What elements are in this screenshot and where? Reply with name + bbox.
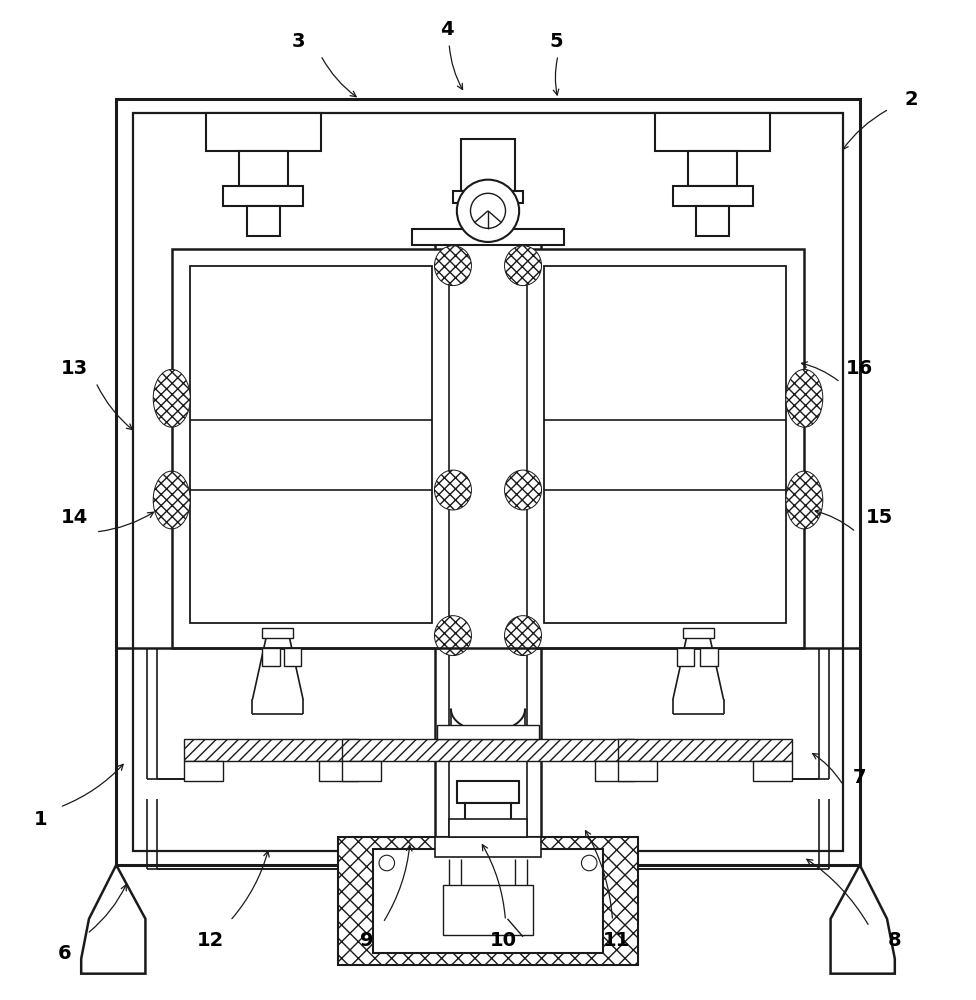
Text: 12: 12 — [197, 931, 224, 950]
Circle shape — [457, 180, 519, 242]
Bar — [224, 186, 304, 206]
Bar — [190, 266, 431, 623]
Polygon shape — [81, 865, 145, 974]
Ellipse shape — [434, 246, 471, 286]
Circle shape — [379, 855, 394, 871]
Text: 5: 5 — [549, 32, 563, 51]
Bar — [338, 837, 638, 965]
Text: 6: 6 — [58, 944, 71, 963]
Text: 14: 14 — [61, 508, 88, 527]
Ellipse shape — [434, 470, 471, 510]
Bar — [435, 236, 541, 859]
Bar — [457, 781, 519, 803]
Polygon shape — [831, 865, 895, 974]
Bar — [342, 739, 634, 761]
Text: 13: 13 — [61, 359, 88, 378]
Bar — [656, 113, 770, 151]
Bar — [373, 849, 603, 953]
Bar — [752, 761, 792, 781]
Text: 11: 11 — [603, 931, 630, 950]
Text: 7: 7 — [853, 768, 867, 787]
Circle shape — [582, 855, 597, 871]
Bar — [184, 739, 357, 761]
Bar — [688, 151, 737, 186]
Ellipse shape — [153, 471, 190, 529]
Bar — [468, 821, 508, 837]
Bar — [247, 206, 280, 236]
Text: 3: 3 — [292, 32, 305, 51]
Bar — [465, 803, 511, 821]
Circle shape — [470, 193, 506, 228]
Bar — [133, 113, 843, 851]
Text: 2: 2 — [905, 90, 918, 109]
Text: 9: 9 — [359, 931, 373, 950]
Ellipse shape — [153, 369, 190, 427]
Bar — [700, 648, 717, 666]
Bar — [545, 266, 786, 623]
Bar — [116, 99, 860, 865]
Bar — [672, 186, 752, 206]
Bar — [461, 139, 515, 191]
Bar — [263, 628, 294, 638]
Bar — [696, 206, 729, 236]
Ellipse shape — [786, 471, 823, 529]
Bar — [619, 761, 658, 781]
Bar — [172, 249, 804, 648]
Bar — [443, 885, 533, 935]
Bar — [449, 243, 527, 853]
Bar — [342, 761, 381, 781]
Bar — [682, 628, 713, 638]
Bar — [453, 191, 523, 203]
Text: 8: 8 — [888, 931, 902, 950]
Bar — [449, 819, 527, 837]
Text: 15: 15 — [866, 508, 893, 527]
Bar — [263, 648, 280, 666]
Ellipse shape — [505, 616, 542, 656]
Ellipse shape — [434, 616, 471, 656]
Text: 4: 4 — [440, 20, 454, 39]
Text: 1: 1 — [33, 810, 47, 829]
Bar — [619, 739, 792, 761]
Bar — [184, 761, 224, 781]
Text: 10: 10 — [490, 931, 517, 950]
Ellipse shape — [505, 246, 542, 286]
Text: 16: 16 — [846, 359, 874, 378]
Ellipse shape — [786, 369, 823, 427]
Bar — [435, 837, 541, 857]
Bar — [239, 151, 288, 186]
Bar — [318, 761, 357, 781]
Bar — [284, 648, 302, 666]
Bar — [206, 113, 320, 151]
Bar — [437, 725, 539, 739]
Ellipse shape — [505, 470, 542, 510]
Bar — [412, 229, 564, 245]
Bar — [595, 761, 634, 781]
Bar — [676, 648, 694, 666]
